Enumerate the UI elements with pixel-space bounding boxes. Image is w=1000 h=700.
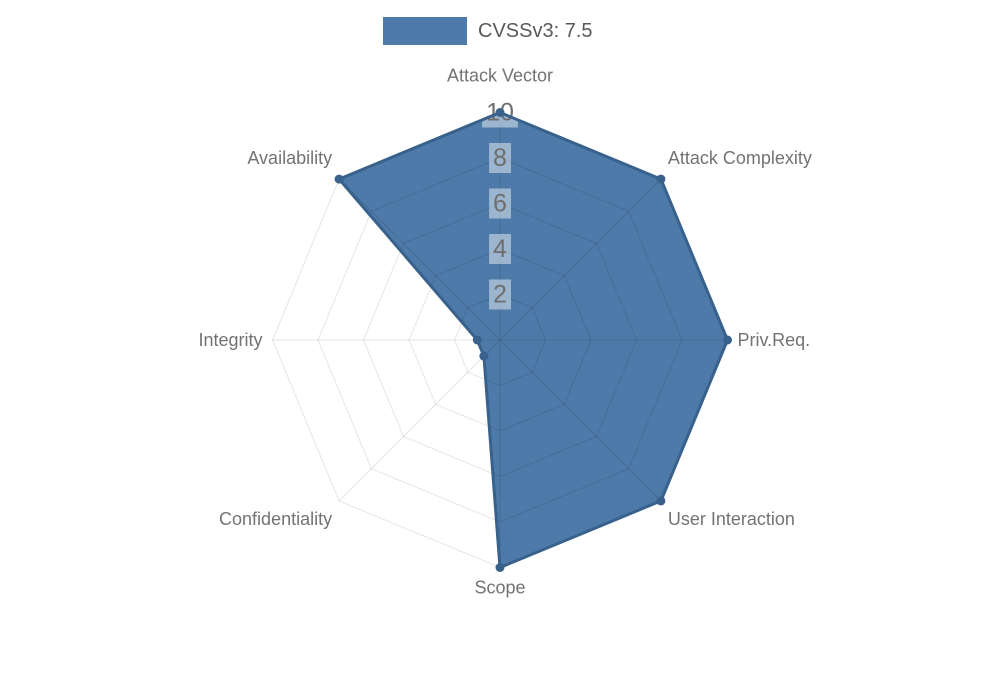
legend-swatch bbox=[383, 17, 467, 45]
series-point-integrity bbox=[472, 335, 482, 345]
tick-label-2: 2 bbox=[493, 281, 507, 309]
tick-label-4: 4 bbox=[493, 235, 507, 263]
tick-backdrop-2 bbox=[489, 279, 511, 310]
axis-label-confidentiality: Confidentiality bbox=[219, 509, 332, 529]
axis-label-attack-vector: Attack Vector bbox=[447, 66, 553, 86]
grid-ring-4 bbox=[408, 248, 592, 432]
axis-spoke-1 bbox=[499, 178, 662, 341]
grid-ring-6 bbox=[362, 202, 638, 478]
axis-spoke-7 bbox=[338, 178, 501, 341]
axis-label-user-interaction: User Interaction bbox=[668, 509, 795, 529]
series-point-availability bbox=[334, 174, 344, 184]
grid-ring-2 bbox=[453, 293, 547, 387]
tick-label-6: 6 bbox=[493, 190, 507, 218]
radar-tick-layer: 246810 bbox=[482, 97, 518, 310]
radar-fill-layer bbox=[339, 112, 728, 568]
series-point-user-interaction bbox=[656, 496, 666, 506]
series-point-confidentiality bbox=[479, 351, 489, 361]
axis-label-scope: Scope bbox=[474, 578, 525, 598]
series-point-attack-complexity bbox=[656, 174, 666, 184]
radar-series-layer bbox=[334, 108, 732, 572]
axis-label-availability: Availability bbox=[247, 148, 332, 168]
series-point-priv-req- bbox=[723, 335, 732, 345]
tick-label-8: 8 bbox=[493, 144, 507, 172]
tick-backdrop-6 bbox=[489, 188, 511, 219]
radar-axis-label-layer: Attack Vector Attack Complexity Priv.Req. U… bbox=[198, 66, 811, 598]
axis-label-attack-complexity: Attack Complexity bbox=[668, 148, 812, 168]
axis-spoke-5 bbox=[338, 339, 501, 502]
grid-ring-8 bbox=[317, 157, 683, 523]
series-point-scope bbox=[495, 563, 505, 572]
series-fill-polygon bbox=[339, 112, 728, 568]
axis-spoke-3 bbox=[499, 339, 662, 502]
tick-backdrop-8 bbox=[489, 143, 511, 173]
axis-label-priv-req-: Priv.Req. bbox=[738, 330, 811, 350]
tick-backdrop-4 bbox=[489, 234, 511, 264]
legend-label: CVSSv3: 7.5 bbox=[478, 19, 593, 42]
series-point-attack-vector bbox=[495, 108, 505, 117]
axis-label-integrity: Integrity bbox=[198, 330, 262, 350]
chart-legend-item[interactable]: CVSSv3: 7.5 bbox=[383, 17, 593, 45]
